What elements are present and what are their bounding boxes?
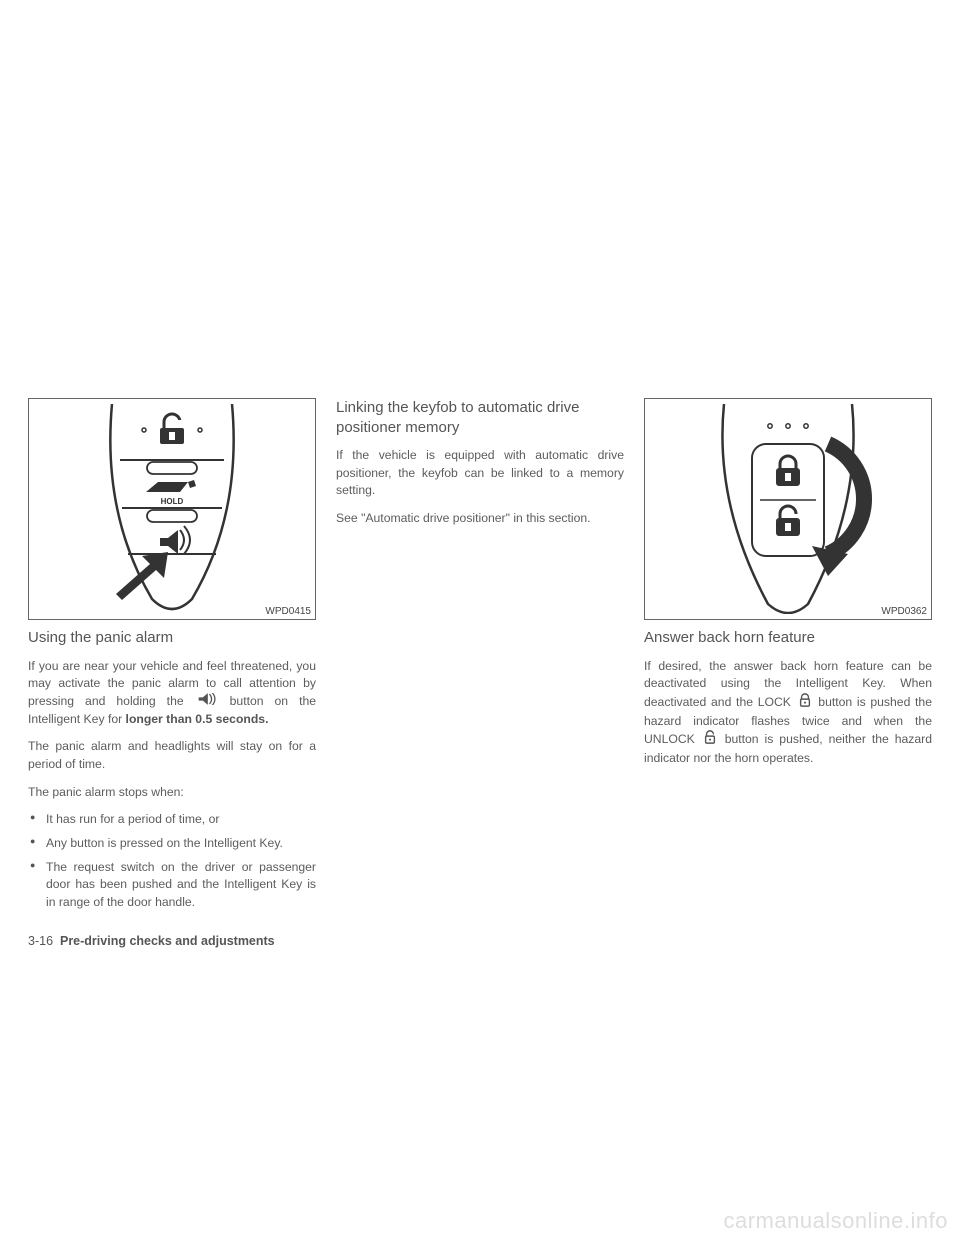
panic-p3: The panic alarm stops when: [28,784,316,802]
page-number: 3-16 [28,934,53,948]
page-content: HOLD WPD0415 Using the panic alarm If yo… [28,398,932,918]
figure-panic-keyfob: HOLD WPD0415 [28,398,316,620]
linking-p1: If the vehicle is equipped with automati… [336,447,624,500]
panic-bullet-2: Any button is pressed on the Intelligent… [28,835,316,853]
figure-answer-back-keyfob: WPD0362 [644,398,932,620]
heading-linking-keyfob: Linking the keyfob to automatic drive po… [336,398,624,437]
panic-p2: The panic alarm and headlights will stay… [28,738,316,773]
figure-id-left: WPD0415 [265,606,311,617]
heading-answer-back: Answer back horn feature [644,628,932,648]
svg-text:HOLD: HOLD [161,497,184,506]
column-middle: Linking the keyfob to automatic drive po… [336,398,624,918]
panic-bullet-3: The request switch on the driver or pass… [28,859,316,912]
keyfob-panic-svg: HOLD [72,404,272,614]
column-left: HOLD WPD0415 Using the panic alarm If yo… [28,398,316,918]
keyfob-answerback-svg [678,404,898,614]
section-title: Pre-driving checks and adjustments [60,934,275,948]
heading-panic-alarm: Using the panic alarm [28,628,316,648]
figure-id-right: WPD0362 [881,606,927,617]
panic-p1-bold: longer than 0.5 seconds. [122,712,268,726]
panic-bullet-1: It has run for a period of time, or [28,811,316,829]
panic-horn-icon [197,693,217,711]
linking-p2: See "Automatic drive positioner" in this… [336,510,624,528]
column-right: WPD0362 Answer back horn feature If desi… [644,398,932,918]
panic-bullets: It has run for a period of time, or Any … [28,811,316,917]
watermark: carmanualsonline.info [723,1208,948,1234]
lock-icon [798,693,812,713]
answer-back-p1: If desired, the answer back horn feature… [644,658,932,768]
page-footer: 3-16 Pre-driving checks and adjustments [28,934,275,948]
panic-p1: If you are near your vehicle and feel th… [28,658,316,729]
unlock-icon [703,730,717,750]
